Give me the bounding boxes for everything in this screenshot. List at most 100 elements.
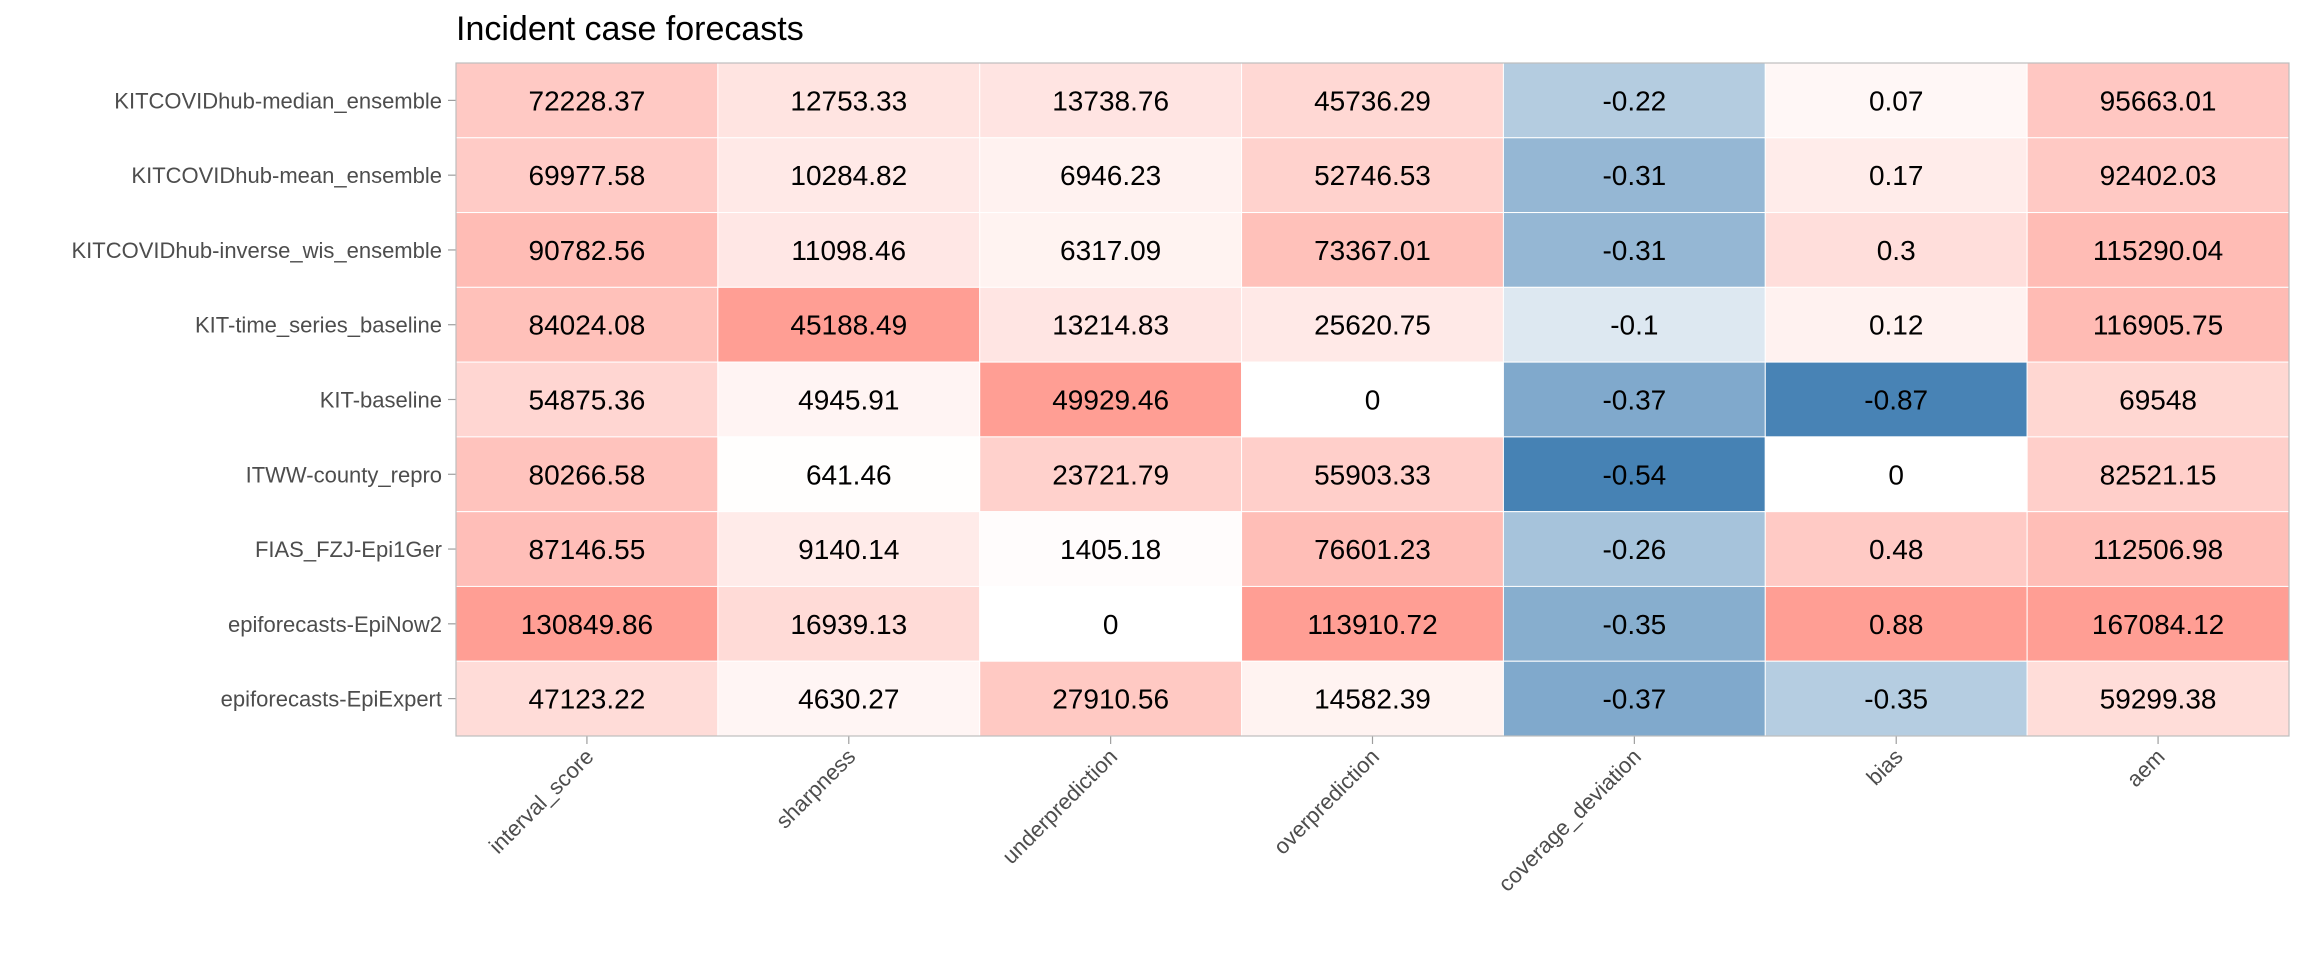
column-label: bias	[1862, 744, 1908, 790]
heatmap-cell	[2026, 286, 2290, 363]
cell-value-label: 0.48	[1869, 534, 1924, 565]
heatmap-cell	[979, 361, 1243, 438]
heatmap-cell	[1241, 212, 1504, 288]
row-label: KITCOVIDhub-median_ensemble	[114, 88, 442, 113]
heatmap-cell	[455, 212, 719, 288]
cell-value-label: 49929.46	[1052, 385, 1169, 416]
heatmap-cell	[1764, 62, 2028, 139]
cell-value-label: -0.31	[1602, 235, 1666, 266]
cell-value-label: 115290.04	[2093, 235, 2223, 266]
heatmap-cell	[1502, 137, 1766, 214]
cell-value-label: 6317.09	[1060, 235, 1161, 266]
cell-value-label: 641.46	[806, 459, 892, 490]
heatmap-cell	[1241, 62, 1504, 139]
cell-value-label: 73367.01	[1314, 235, 1431, 266]
heatmap-cell	[979, 137, 1243, 214]
heatmap-cell	[1764, 212, 2028, 288]
cell-value-label: 45188.49	[790, 310, 907, 341]
heatmap-cell	[1764, 660, 2028, 737]
column-label: overprediction	[1269, 744, 1384, 859]
cell-value-label: 9140.14	[798, 534, 899, 565]
column-label: interval_score	[484, 744, 599, 859]
cell-value-label: 55903.33	[1314, 459, 1431, 490]
heatmap-cell	[2026, 511, 2290, 587]
heatmap-cell	[455, 585, 719, 662]
cell-value-label: 52746.53	[1314, 160, 1431, 191]
cell-value-label: 92402.03	[2100, 160, 2217, 191]
cell-value-label: -0.54	[1602, 459, 1666, 490]
heatmap-cell	[979, 436, 1243, 513]
heatmap-cell	[1502, 511, 1766, 587]
cell-value-label: 113910.72	[1307, 609, 1437, 640]
heatmap-cell	[717, 585, 981, 662]
heatmap-cell	[455, 436, 719, 513]
cell-value-label: 59299.38	[2100, 684, 2217, 715]
cell-value-label: 130849.86	[521, 609, 653, 640]
heatmap-cell	[717, 436, 981, 513]
column-label: aem	[2122, 744, 2170, 792]
cell-value-label: 87146.55	[529, 534, 646, 565]
cell-value-label: -0.35	[1864, 684, 1928, 715]
cell-value-label: 82521.15	[2100, 459, 2217, 490]
heatmap-cell	[717, 212, 981, 288]
cell-value-label: 0	[1888, 459, 1904, 490]
heatmap-cell	[717, 62, 981, 139]
heatmap-cell	[979, 660, 1243, 737]
cell-value-label: 69548	[2119, 385, 2197, 416]
cell-value-label: 16939.13	[790, 609, 907, 640]
heatmap-cell	[1764, 286, 2028, 363]
heatmap-cell	[1502, 436, 1766, 513]
cell-value-label: -0.1	[1610, 310, 1658, 341]
heatmap-cell	[1764, 137, 2028, 214]
heatmap-cell	[1502, 660, 1766, 737]
cell-value-label: -0.31	[1602, 160, 1666, 191]
cell-value-label: 23721.79	[1052, 459, 1169, 490]
heatmap-cell	[1502, 212, 1766, 288]
row-label: ITWW-county_repro	[246, 462, 442, 487]
cell-value-label: 0.3	[1877, 235, 1916, 266]
row-label: KIT-baseline	[320, 388, 442, 413]
row-label: KITCOVIDhub-mean_ensemble	[131, 163, 442, 188]
cell-value-label: -0.37	[1602, 684, 1666, 715]
cell-value-label: 6946.23	[1060, 160, 1161, 191]
heatmap-cell	[1241, 511, 1504, 587]
cell-value-label: 13214.83	[1052, 310, 1169, 341]
heatmap-cell	[1502, 62, 1766, 139]
cell-value-label: 14582.39	[1314, 684, 1431, 715]
cell-value-label: 25620.75	[1314, 310, 1431, 341]
cell-value-label: 0.12	[1869, 310, 1924, 341]
heatmap-cell	[979, 511, 1243, 587]
cell-value-label: 11098.46	[791, 235, 906, 266]
heatmap-cell	[717, 286, 981, 363]
cell-value-label: 69977.58	[529, 160, 646, 191]
row-label: KITCOVIDhub-inverse_wis_ensemble	[72, 238, 443, 263]
heatmap-cell	[1502, 585, 1766, 662]
heatmap-cell	[979, 212, 1243, 288]
cell-value-label: 116905.75	[2093, 310, 2223, 341]
panel-border	[455, 62, 2290, 737]
heatmap-cell	[455, 511, 719, 587]
column-label: underprediction	[997, 744, 1122, 869]
cell-value-label: 47123.22	[529, 684, 646, 715]
heatmap-cell	[455, 137, 719, 214]
heatmap-cell	[2026, 436, 2290, 513]
chart-title: Incident case forecasts	[456, 10, 804, 48]
heatmap-cell	[1241, 286, 1504, 363]
cell-value-label: 76601.23	[1314, 534, 1431, 565]
cell-value-label: 95663.01	[2100, 85, 2217, 116]
column-labels: interval_score sharpness underprediction ov…	[484, 736, 2170, 896]
row-label: epiforecasts-EpiNow2	[228, 612, 442, 637]
cell-value-label: -0.22	[1602, 85, 1666, 116]
cell-value-label: 0.88	[1869, 609, 1924, 640]
heatmap-cell	[2026, 137, 2290, 214]
cell-value-label: 54875.36	[529, 385, 646, 416]
heatmap-cell	[2026, 585, 2290, 662]
row-label: epiforecasts-EpiExpert	[221, 687, 442, 712]
heatmap-cell	[455, 286, 719, 363]
cell-value-label: -0.37	[1602, 385, 1666, 416]
heatmap-cell	[455, 361, 719, 438]
cell-value-label: 72228.37	[529, 85, 646, 116]
heatmap-cell	[1241, 436, 1504, 513]
cell-value-label: 0	[1365, 385, 1381, 416]
